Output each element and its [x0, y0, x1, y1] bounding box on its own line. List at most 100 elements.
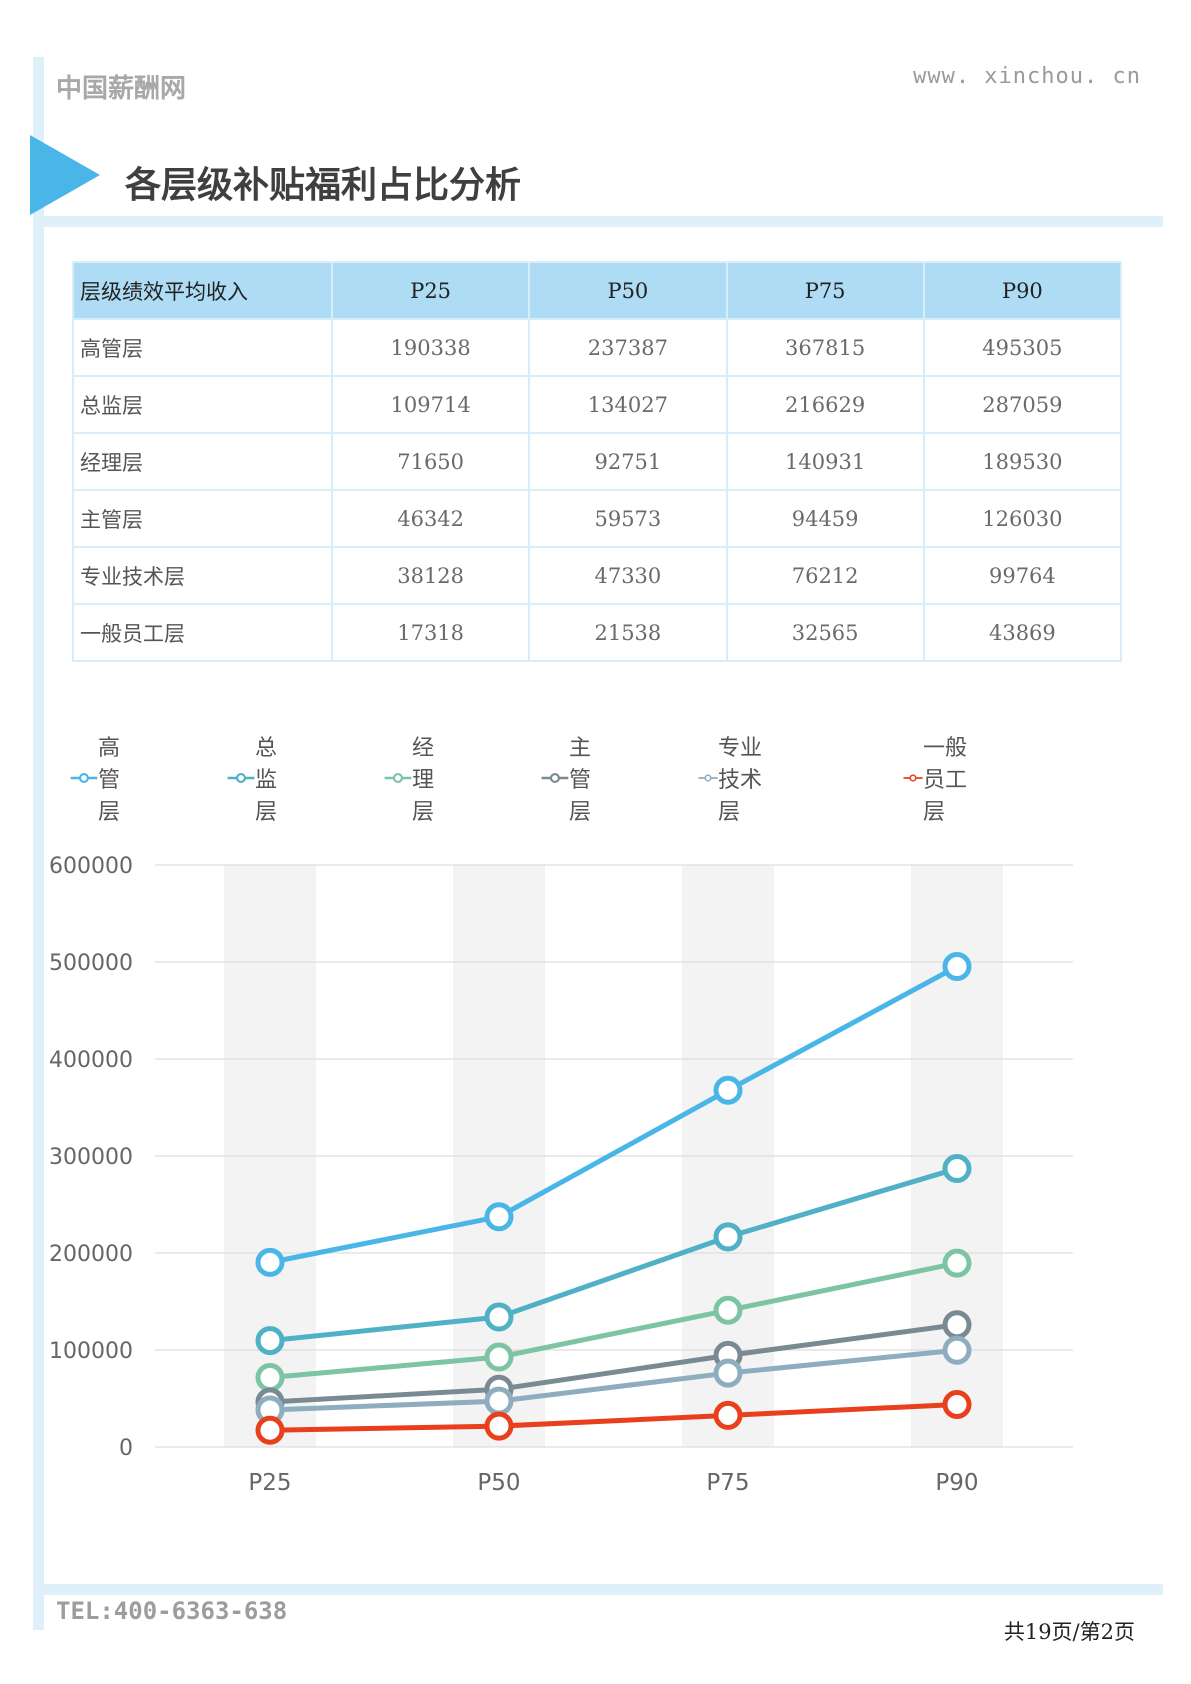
- legend-item: 高管层: [70, 736, 138, 825]
- y-tick-label: 500000: [49, 951, 133, 976]
- data-point: [255, 1362, 285, 1392]
- data-point: [713, 1222, 743, 1252]
- series-line: [269, 1166, 958, 1344]
- data-point: [713, 1295, 743, 1325]
- data-point: [484, 1302, 514, 1332]
- table-cell: 17318: [330, 603, 531, 662]
- column-header: P50: [528, 261, 728, 320]
- table-row: 经理层 71650 92751 140931 189530: [72, 432, 1123, 491]
- table-cell: 109714: [330, 375, 531, 434]
- legend-label: 一般员工层: [923, 736, 968, 825]
- table-cell: 71650: [330, 432, 531, 491]
- legend-item: 专业技术层: [698, 736, 766, 825]
- data-point: [484, 1202, 514, 1232]
- data-point: [713, 1075, 743, 1105]
- table-cell: 495305: [922, 318, 1123, 377]
- series-line: [269, 1260, 958, 1380]
- site-url: www. xinchou. cn: [913, 64, 1141, 89]
- series-line: [269, 1322, 958, 1405]
- table-cell: 47330: [528, 546, 728, 605]
- data-point: [942, 1248, 972, 1278]
- data-point: [942, 1335, 972, 1365]
- row-label: 高管层: [72, 318, 333, 377]
- page-indicator: 共19页/第2页: [1003, 1620, 1135, 1644]
- table-row: 一般员工层 17318 21538 32565 43869: [72, 603, 1123, 662]
- brand-name: 中国薪酬网: [56, 74, 187, 104]
- data-point: [942, 952, 972, 982]
- table-cell: 216629: [725, 375, 925, 434]
- table-cell: 140931: [725, 432, 925, 491]
- table-cell: 43869: [922, 603, 1123, 662]
- table-cell: 59573: [528, 489, 728, 548]
- row-label: 一般员工层: [72, 603, 333, 662]
- title-arrow-icon: [30, 135, 100, 215]
- data-point: [484, 1386, 514, 1416]
- left-accent-bar: [33, 57, 44, 1630]
- x-tick-label: P50: [477, 1470, 520, 1496]
- row-label: 经理层: [72, 432, 333, 491]
- row-label: 专业技术层: [72, 546, 333, 605]
- legend-label: 总监层: [254, 736, 277, 825]
- y-tick-label: 0: [119, 1436, 133, 1461]
- legend-marker-icon: [903, 774, 923, 782]
- footer-divider: [33, 1584, 1163, 1595]
- table-cell: 367815: [725, 318, 925, 377]
- table-cell: 76212: [725, 546, 925, 605]
- data-point: [713, 1358, 743, 1388]
- legend-item: 主管层: [541, 736, 609, 825]
- table-cell: 38128: [330, 546, 531, 605]
- row-label: 总监层: [72, 375, 333, 434]
- column-header: 层级绩效平均收入: [72, 261, 333, 320]
- table-cell: 126030: [922, 489, 1123, 548]
- series-line: [269, 1347, 958, 1413]
- table-row: 总监层 109714 134027 216629 287059: [72, 375, 1123, 434]
- table-row: 高管层 190338 237387 367815 495305: [72, 318, 1123, 377]
- legend-item: 经理层: [384, 736, 452, 825]
- x-tick-label: P75: [706, 1470, 749, 1496]
- table-cell: 99764: [922, 546, 1123, 605]
- legend-label: 高管层: [97, 736, 120, 825]
- table-cell: 190338: [330, 318, 531, 377]
- title-divider: [33, 216, 1163, 227]
- line-chart: 0 100000 200000 300000 400000 500000 600000 P25…: [49, 854, 1073, 1496]
- data-point: [255, 1326, 285, 1356]
- legend-marker-icon: [70, 772, 98, 784]
- income-table: 层级绩效平均收入 P25 P50 P75 P90 高管层 190338 2373…: [72, 261, 1123, 662]
- legend-marker-icon: [698, 774, 718, 782]
- legend-marker-icon: [227, 772, 255, 784]
- table-row: 主管层 46342 59573 94459 126030: [72, 489, 1123, 548]
- y-tick-label: 100000: [49, 1339, 133, 1364]
- table-header-row: 层级绩效平均收入 P25 P50 P75 P90: [72, 261, 1123, 320]
- table-cell: 134027: [528, 375, 728, 434]
- y-tick-label: 600000: [49, 854, 133, 879]
- column-header: P90: [922, 261, 1123, 320]
- table-cell: 237387: [528, 318, 728, 377]
- data-point: [255, 1247, 285, 1277]
- table-cell: 21538: [528, 603, 728, 662]
- legend-marker-icon: [384, 772, 412, 784]
- table-cell: 46342: [330, 489, 531, 548]
- column-header: P75: [725, 261, 925, 320]
- series-line: [269, 1401, 958, 1433]
- data-point: [942, 1310, 972, 1340]
- legend-item: 总监层: [227, 736, 295, 825]
- data-point: [484, 1411, 514, 1441]
- series-line: [269, 964, 959, 1265]
- data-point: [942, 1389, 972, 1419]
- data-point: [255, 1415, 285, 1445]
- column-header: P25: [330, 261, 531, 320]
- row-label: 主管层: [72, 489, 333, 548]
- table-cell: 32565: [725, 603, 925, 662]
- legend-marker-icon: [541, 772, 569, 784]
- table-cell: 287059: [922, 375, 1123, 434]
- legend-label: 经理层: [411, 736, 434, 825]
- footer-phone: TEL:400-6363-638: [56, 1597, 288, 1625]
- legend-label: 专业技术层: [718, 736, 763, 825]
- table-cell: 92751: [528, 432, 728, 491]
- x-tick-label: P90: [935, 1470, 978, 1496]
- data-point: [942, 1154, 972, 1184]
- legend-item: 一般员工层: [903, 736, 971, 825]
- page-title: 各层级补贴福利占比分析: [125, 165, 522, 206]
- data-point: [484, 1342, 514, 1372]
- legend-label: 主管层: [568, 736, 591, 825]
